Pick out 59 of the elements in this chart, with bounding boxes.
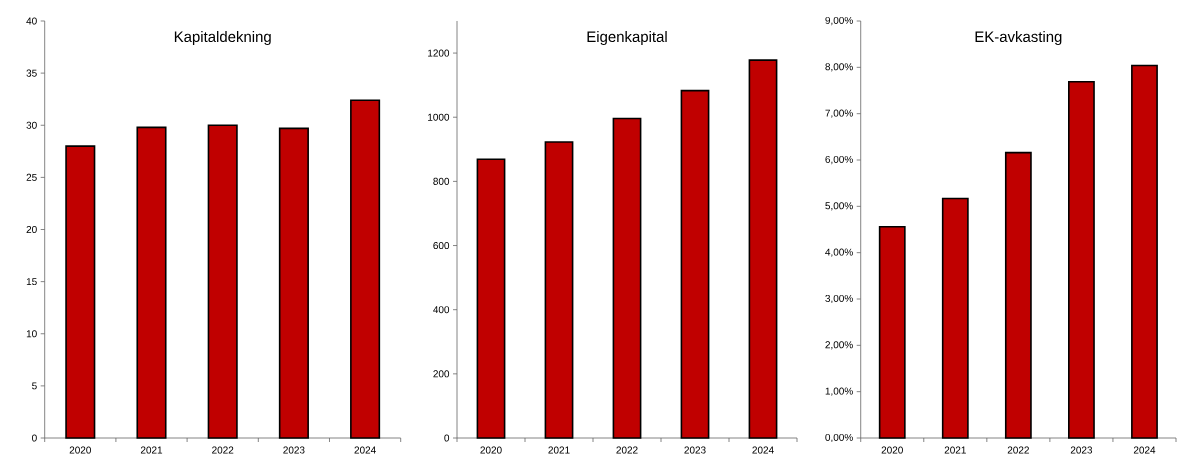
y-tick-label: 200 [433, 370, 450, 378]
y-tick-label: 1200 [428, 49, 450, 57]
y-tick-label: 400 [433, 306, 450, 314]
bar [65, 145, 96, 439]
y-tick-label: 0 [32, 434, 37, 442]
y-tick-label: 6,00% [825, 155, 853, 165]
y-tick-label: 1000 [428, 113, 450, 121]
x-tick-label: 2020 [69, 446, 91, 454]
bar [1131, 64, 1158, 439]
y-tick-label: 8,00% [825, 63, 853, 72]
x-tick-label: 2021 [944, 446, 966, 454]
y-tick-label: 9,00% [825, 16, 853, 26]
bar [612, 117, 642, 439]
y-tick-label: 5 [32, 382, 37, 390]
y-tick-label: 2,00% [825, 341, 853, 350]
bar [207, 124, 238, 439]
bar [476, 158, 506, 439]
y-tick-label: 7,00% [825, 109, 853, 118]
y-tick-label: 35 [26, 69, 37, 77]
bar [1004, 151, 1032, 439]
x-tick-label: 2024 [354, 446, 376, 454]
bar [680, 89, 710, 439]
y-tick-label: 800 [433, 177, 450, 185]
x-tick-label: 2023 [684, 446, 706, 454]
y-tick-label: 600 [433, 242, 450, 250]
bar [136, 126, 167, 439]
y-tick-label: 5,00% [825, 202, 853, 211]
y-tick-label: 10 [26, 330, 37, 338]
x-tick-label: 2022 [1007, 446, 1029, 454]
y-tick-label: 20 [26, 225, 37, 234]
text: Kapitaldekning [174, 31, 271, 45]
bar [350, 99, 381, 439]
bar [878, 225, 906, 439]
text: Eigenkapital [587, 31, 667, 45]
bar [278, 127, 309, 439]
y-tick-label: 25 [26, 173, 37, 181]
x-tick-label: 2021 [548, 446, 570, 454]
y-tick-label: 15 [26, 278, 37, 286]
y-tick-label: 0 [444, 434, 450, 442]
y-tick-label: 1,00% [825, 387, 853, 396]
x-tick-label: 2020 [480, 446, 502, 454]
bar [544, 141, 574, 439]
text: EK-avkasting [975, 31, 1062, 45]
x-tick-label: 2020 [881, 446, 903, 454]
x-tick-label: 2023 [283, 446, 305, 454]
x-tick-label: 2022 [212, 446, 234, 454]
x-tick-label: 2024 [752, 446, 774, 454]
x-tick-label: 2024 [1133, 446, 1156, 454]
x-tick-label: 2022 [616, 446, 638, 454]
bar [941, 197, 969, 439]
y-tick-label: 30 [26, 121, 37, 129]
y-tick-label: 3,00% [825, 294, 853, 304]
y-tick-label: 4,00% [825, 248, 853, 257]
x-tick-label: 2021 [140, 446, 163, 454]
x-tick-label: 2023 [1070, 446, 1093, 454]
bar [748, 59, 778, 439]
bar [1068, 80, 1095, 439]
y-tick-label: 0,00% [825, 433, 853, 443]
y-tick-label: 40 [26, 17, 37, 25]
